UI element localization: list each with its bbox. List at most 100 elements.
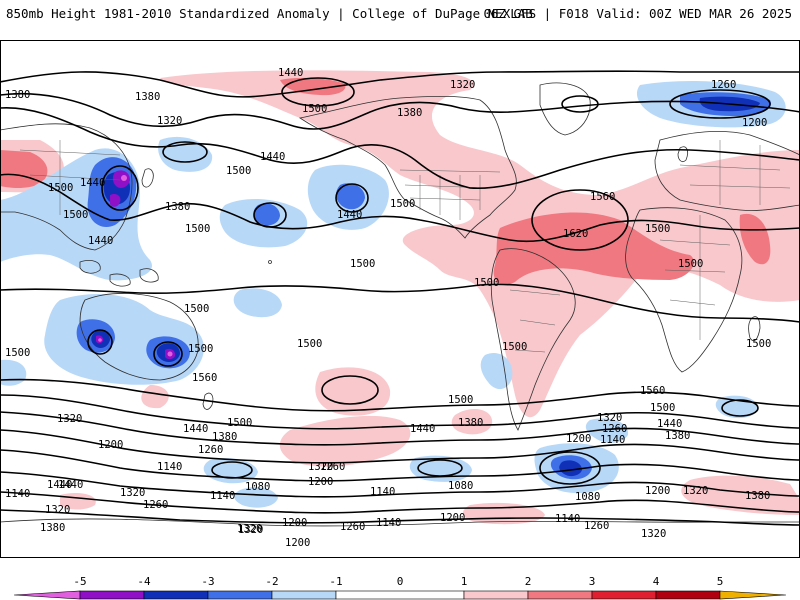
colorbar-segment-p5: [719, 590, 787, 600]
contour-label: 1320: [308, 461, 333, 473]
contour-label: 1500: [297, 338, 322, 350]
contour-label: 1500: [650, 402, 675, 414]
contour-label: 1320: [57, 413, 82, 425]
contour-label: 1500: [184, 303, 209, 315]
colorbar-segment-p3: [591, 590, 657, 600]
contour-label: 1260: [320, 461, 345, 473]
colorbar-tick: -2: [265, 575, 278, 588]
contour-label: 1500: [227, 417, 252, 429]
contour-label: 1080: [575, 491, 600, 503]
colorbar-segment-p2: [527, 590, 593, 600]
contour-label: 1380: [745, 490, 770, 502]
contour-label: 1380: [212, 431, 237, 443]
contour-label: 1500: [678, 258, 703, 270]
contour-label: 1440: [80, 177, 105, 189]
colorbar-segment-p1: [463, 590, 529, 600]
map-title: 850mb Height 1981-2010 Standardized Anom…: [6, 6, 533, 21]
contour-label: 1140: [5, 488, 30, 500]
contour-label: 1440: [260, 151, 285, 163]
contour-label: 1260: [711, 79, 736, 91]
colorbar-segment-m4: [79, 590, 145, 600]
colorbar-tick-labels: -5 -4 -3 -2 -1 0 1 2 3 4 5: [73, 575, 723, 588]
colorbar-segment-m5: [13, 590, 81, 600]
contour-label: 1260: [143, 499, 168, 511]
contour-label: 1260: [198, 444, 223, 456]
colorbar-tick: -4: [137, 575, 151, 588]
contour-label: 1560: [192, 372, 217, 384]
contour-label: 1200: [98, 439, 123, 451]
colorbar-tick: -1: [329, 575, 342, 588]
contour-label: 1140: [157, 461, 182, 473]
contour-label: 1440: [337, 209, 362, 221]
contour-label: 1200: [645, 485, 670, 497]
contour-label: 1500: [390, 198, 415, 210]
contour-label: 1320: [641, 528, 666, 540]
contour-label: 1500: [226, 165, 251, 177]
contour-label: 1200: [566, 433, 591, 445]
contour-label: 1320: [237, 523, 262, 535]
contour-label: 1320: [238, 524, 263, 536]
contour-label: 1500: [5, 347, 30, 359]
colorbar-tick: 2: [525, 575, 532, 588]
contour-label: 1380: [458, 417, 483, 429]
colorbar-tick: 5: [717, 575, 724, 588]
contour-label: 1260: [340, 521, 365, 533]
contour-label: 1320: [120, 487, 145, 499]
colorbar-tick: -5: [73, 575, 86, 588]
contour-label: 1440: [58, 479, 83, 491]
contour-label: 1620: [563, 228, 588, 240]
colorbar-segments: [13, 590, 787, 600]
continent-outlines: [0, 82, 800, 558]
contour-labels: 1440 1500 1380 1320 1260 1200 1380 1320 …: [5, 67, 771, 549]
contour-label: 1500: [302, 103, 327, 115]
contour-label: 1440: [88, 235, 113, 247]
contour-label: 1140: [600, 434, 625, 446]
height-contours: [0, 70, 800, 526]
contour-label: 1200: [285, 537, 310, 549]
contour-label: 1260: [584, 520, 609, 532]
contour-label: 1500: [350, 258, 375, 270]
contour-label: 1380: [5, 89, 30, 101]
contour-label: 1380: [135, 91, 160, 103]
contour-label: 1320: [597, 412, 622, 424]
contour-label: 1200: [742, 117, 767, 129]
contour-label: 1200: [440, 512, 465, 524]
contour-label: 1500: [448, 394, 473, 406]
contour-label: 1140: [370, 486, 395, 498]
contour-label: 1380: [40, 522, 65, 534]
contour-label: 1140: [376, 517, 401, 529]
colorbar-segment-m1: [271, 590, 337, 600]
contour-label: 1440: [183, 423, 208, 435]
contour-label: 1080: [448, 480, 473, 492]
contour-label: 1200: [282, 517, 307, 529]
colorbar-segment-m2: [207, 590, 273, 600]
colorbar-tick: 1: [461, 575, 468, 588]
colorbar-segment-p4: [655, 590, 721, 600]
colorbar-segment-zero: [335, 590, 465, 600]
peak-negative-anomaly-shading: [98, 175, 173, 357]
contour-label: 1500: [63, 209, 88, 221]
colorbar: -5 -4 -3 -2 -1 0 1 2 3 4 5: [13, 575, 787, 600]
contour-label: 1320: [683, 485, 708, 497]
colorbar-tick: 3: [589, 575, 596, 588]
positive-anomaly-shading: [0, 70, 800, 525]
political-borders: [19, 140, 791, 353]
contour-label: 1500: [474, 277, 499, 289]
contour-label: 1380: [665, 430, 690, 442]
contour-label: 1560: [590, 191, 615, 203]
contour-label: 1440: [47, 479, 72, 491]
contour-label: 1500: [188, 343, 213, 355]
contour-label: 1140: [210, 490, 235, 502]
colorbar-tick: 0: [397, 575, 404, 588]
contour-label: 1440: [410, 423, 435, 435]
model-run-info: 06Z GFS | F018 Valid: 00Z WED MAR 26 202…: [483, 6, 792, 21]
colorbar-segment-m3: [143, 590, 209, 600]
contour-label: 1500: [645, 223, 670, 235]
contour-label: 1320: [45, 504, 70, 516]
contour-label: 1260: [602, 423, 627, 435]
contour-label: 1140: [555, 513, 580, 525]
contour-label: 1500: [746, 338, 771, 350]
contour-label: 1380: [165, 201, 190, 213]
